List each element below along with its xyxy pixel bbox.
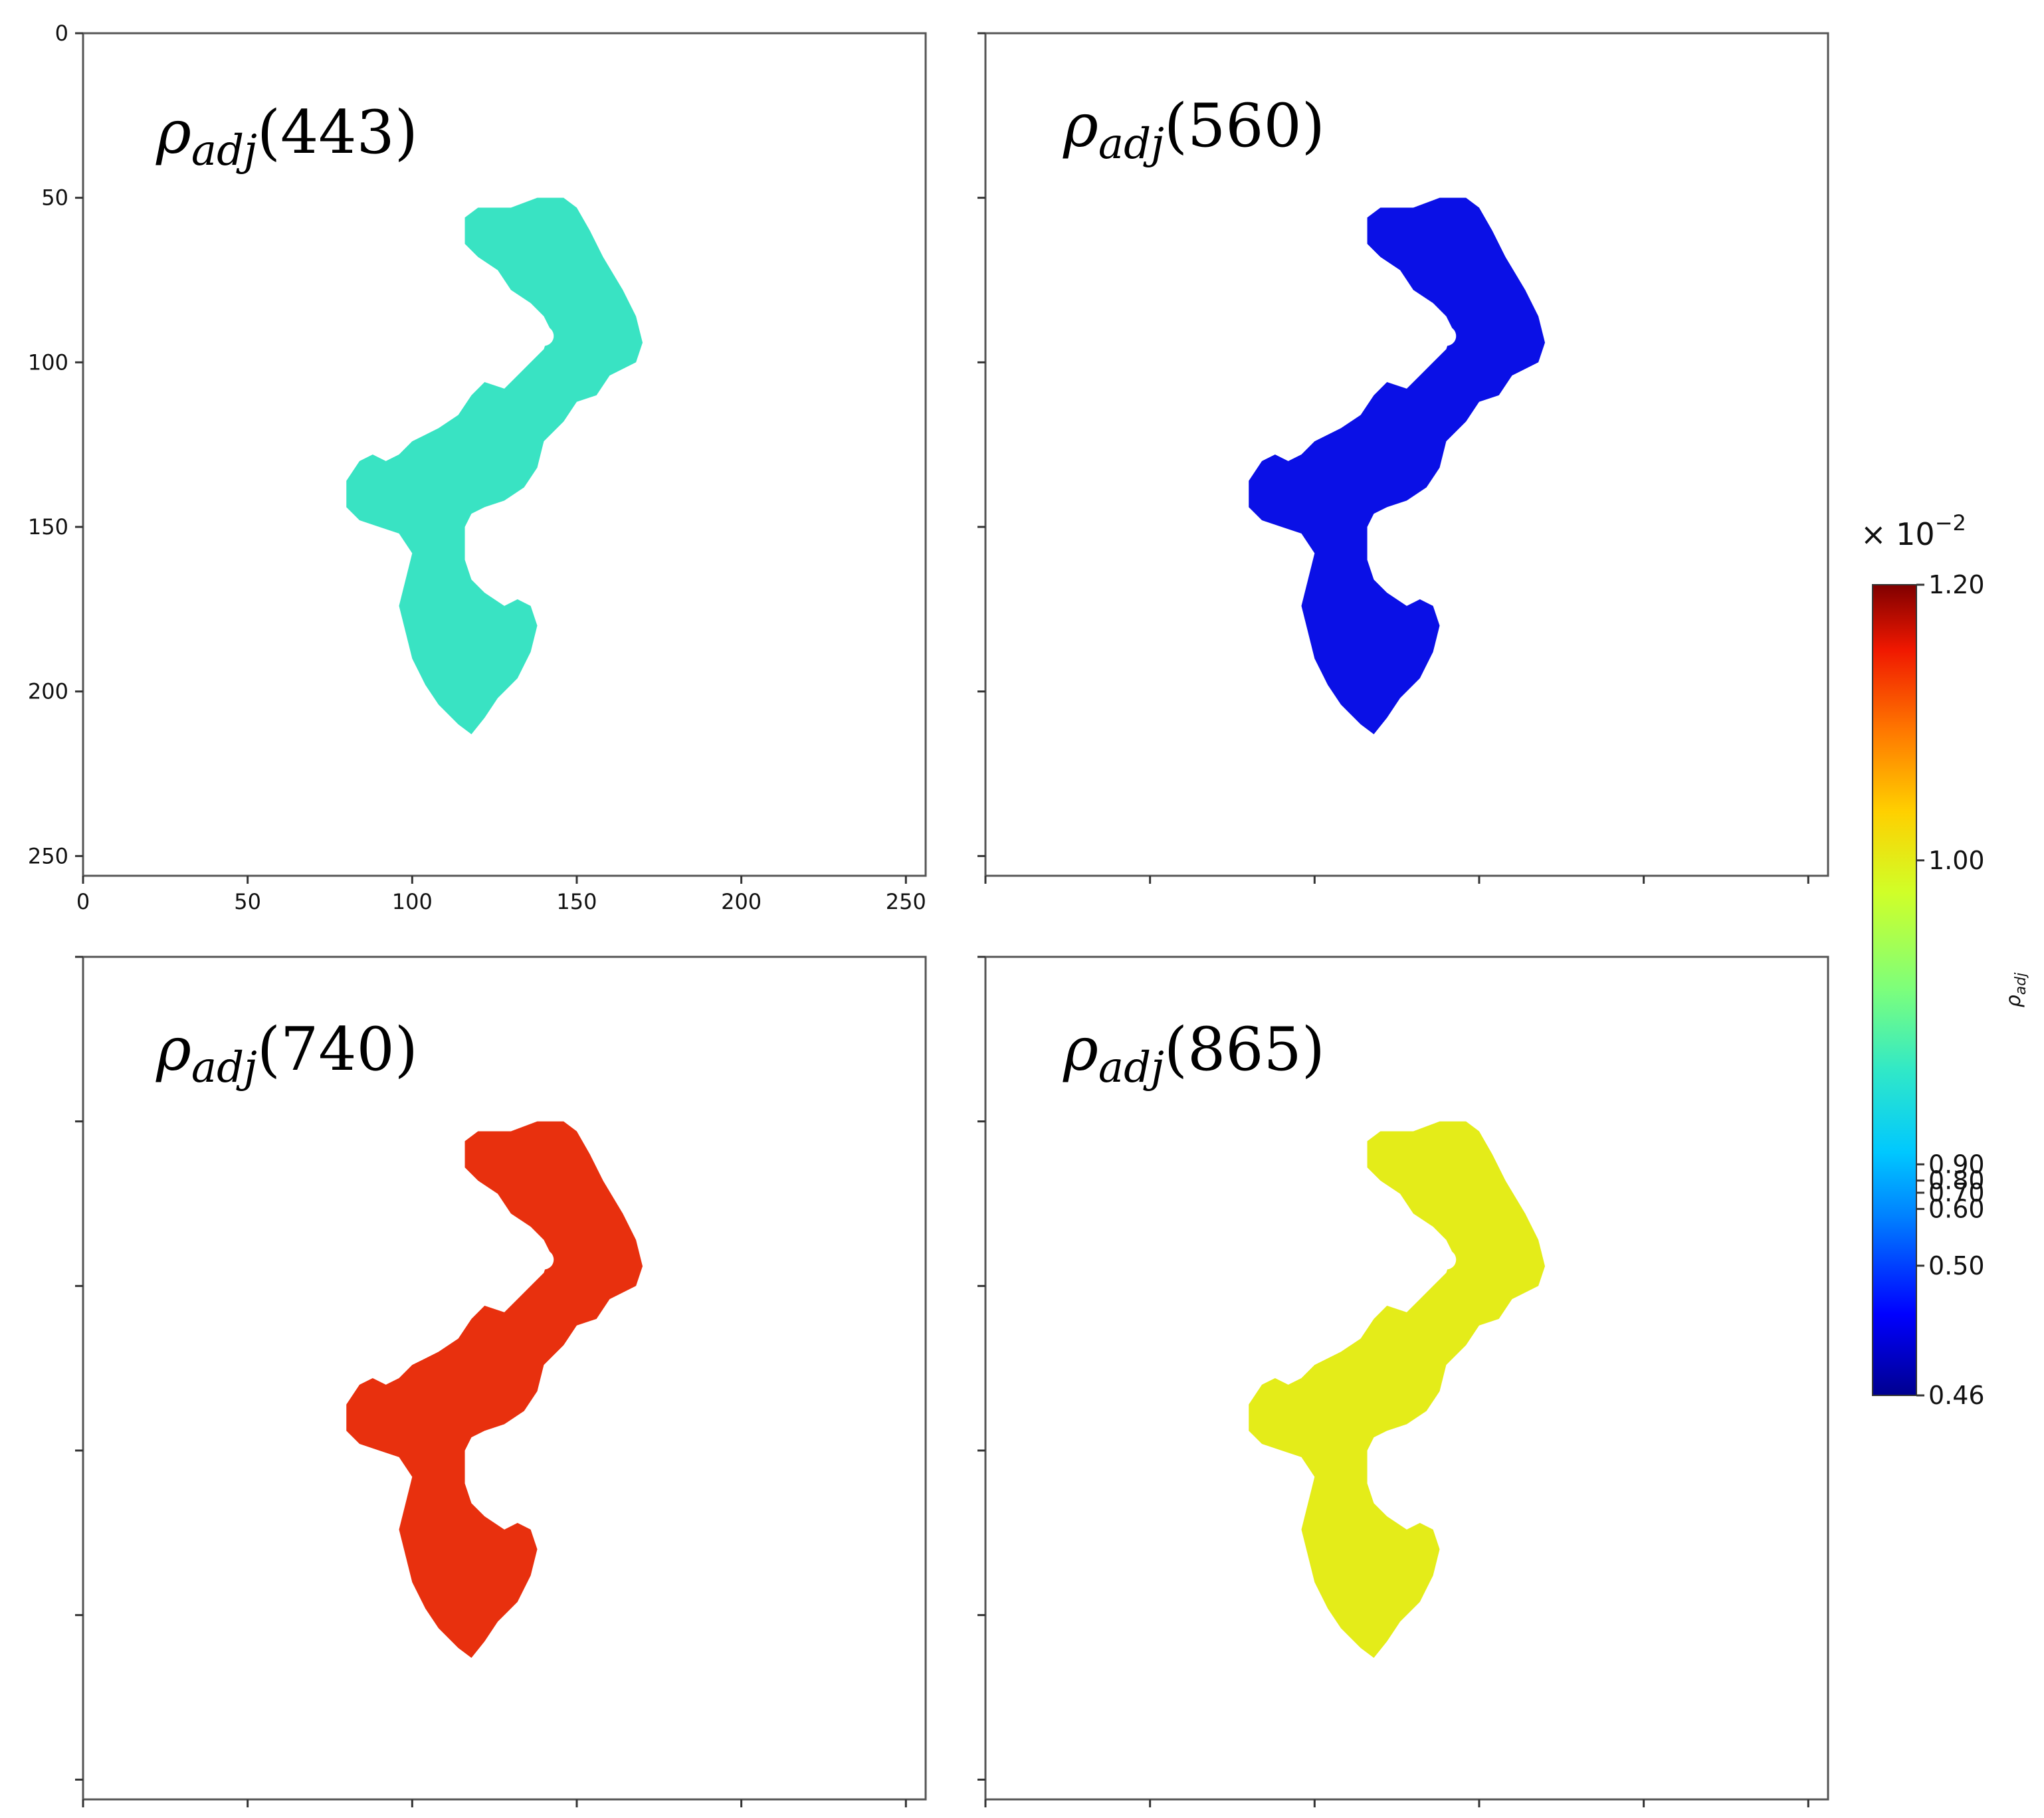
colorbar-tick-label: 0.90 xyxy=(1928,1150,1985,1179)
y-tick-label: 50 xyxy=(41,185,68,211)
x-tick-label: 200 xyxy=(721,889,762,914)
x-tick-label: 250 xyxy=(886,889,926,914)
lake-heatmap xyxy=(1249,1121,1546,1658)
panel-title: ρadj(443) xyxy=(155,98,418,175)
panel-title: ρadj(865) xyxy=(1063,1015,1325,1092)
x-tick-label: 50 xyxy=(234,889,261,914)
colorbar-multiplier: × 10−2 xyxy=(1861,510,1966,552)
y-tick-label: 250 xyxy=(28,843,68,868)
heatmap-panel-740: ρadj(740) xyxy=(75,956,927,1807)
heatmap-panel-865: ρadj(865) xyxy=(977,956,1829,1807)
heatmap-panel-443: ρadj(443) 0 50 100 150 200 250 0 50 100 150 200 250 xyxy=(28,21,927,914)
x-tick-label: 100 xyxy=(392,889,433,914)
y-tick-label: 200 xyxy=(28,679,68,704)
x-tick-label: 0 xyxy=(76,889,90,914)
x-tick-label: 150 xyxy=(556,889,597,914)
y-tick-label: 0 xyxy=(55,21,68,46)
panel-title: ρadj(560) xyxy=(1063,91,1325,169)
y-tick-label: 150 xyxy=(28,514,68,540)
colorbar-tick-label: 1.20 xyxy=(1928,570,1985,599)
colorbar-tick-label: 0.50 xyxy=(1928,1251,1985,1280)
lake-heatmap xyxy=(346,1121,643,1658)
colorbar-label: ρadj xyxy=(2002,972,2029,1007)
colorbar-tick-label: 0.60 xyxy=(1928,1194,1985,1223)
y-tick-label: 100 xyxy=(28,350,68,375)
lake-heatmap xyxy=(346,197,643,734)
panel-title: ρadj(740) xyxy=(155,1015,418,1092)
heatmap-panel-560: ρadj(560) xyxy=(977,32,1829,884)
lake-heatmap xyxy=(1249,197,1546,734)
colorbar-tick-label: 1.00 xyxy=(1928,846,1985,875)
colorbar: × 10−2 1.201.000.900.800.700.600.500.46 … xyxy=(1861,510,2029,1410)
colorbar-tick-label: 0.70 xyxy=(1928,1178,1985,1207)
colorbar-gradient xyxy=(1872,584,1917,1396)
colorbar-tick-label: 0.46 xyxy=(1928,1381,1985,1410)
colorbar-tick-label: 0.80 xyxy=(1928,1166,1985,1195)
